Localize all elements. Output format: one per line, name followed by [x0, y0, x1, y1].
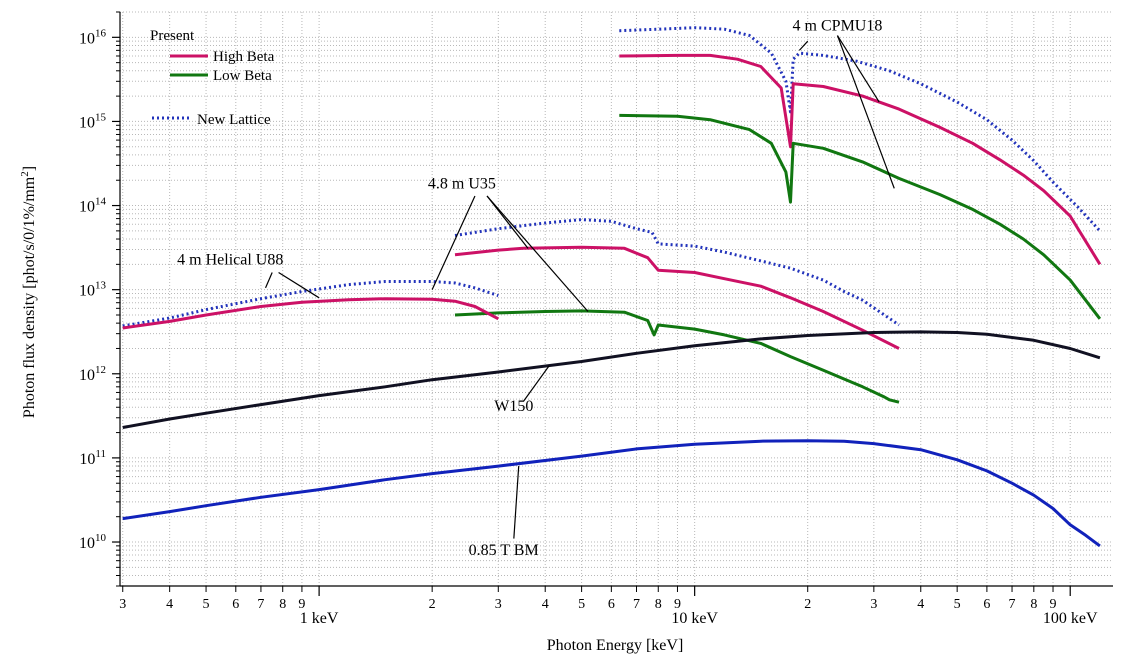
y-tick-label: 1013 [79, 280, 107, 300]
x-minor-tick-label: 7 [257, 597, 264, 612]
y-axis-title-sup: 2 [19, 171, 31, 177]
y-tick-label: 1011 [79, 448, 106, 468]
y-tick-label: 1016 [79, 27, 107, 47]
annotation-label: 4 m CPMU18 [793, 18, 883, 35]
annotation-leader [278, 271, 320, 299]
annotation-label: 0.85 T BM [469, 542, 539, 559]
legend-label-high-beta: High Beta [213, 49, 275, 65]
x-minor-tick-label: 9 [1050, 597, 1057, 612]
annotation-leader [798, 40, 809, 51]
series-line-7 [122, 297, 500, 330]
x-minor-tick-label: 6 [983, 597, 990, 612]
annotation-leader [486, 195, 589, 312]
series-line-3 [454, 218, 900, 327]
x-minor-tick-label: 8 [655, 597, 662, 612]
x-minor-tick-label: 8 [1030, 597, 1037, 612]
legend-title: Present [150, 28, 195, 44]
x-minor-tick-label: 9 [298, 597, 305, 612]
x-minor-tick-label: 6 [608, 597, 615, 612]
x-minor-tick-label: 4 [542, 597, 549, 612]
x-minor-tick-label: 9 [674, 597, 681, 612]
y-tick-label: 1010 [79, 532, 107, 552]
x-minor-tick-label: 3 [870, 597, 877, 612]
annotations: 4 m CPMU18 4.8 m U35 4 m Helical U88 W150 0.… [177, 18, 895, 559]
annotation-leader [836, 35, 895, 189]
series-line-0 [619, 26, 1102, 232]
annotation-label: 4 m Helical U88 [177, 251, 283, 268]
series-line-2 [619, 113, 1102, 320]
x-major-tick-label: 10 keV [671, 610, 718, 627]
x-minor-tick-label: 3 [119, 597, 126, 612]
annotation-label: W150 [494, 398, 533, 415]
legend: Present High Beta Low Beta New Lattice [150, 28, 275, 128]
annotation-leader [836, 35, 880, 103]
x-major-tick-label: 100 keV [1043, 610, 1098, 627]
x-minor-tick-label: 8 [279, 597, 286, 612]
x-minor-tick-label: 2 [804, 597, 811, 612]
y-tick-label: 1015 [79, 111, 107, 131]
legend-label-low-beta: Low Beta [213, 68, 272, 84]
x-minor-tick-label: 4 [166, 597, 173, 612]
series-line-1 [619, 53, 1102, 266]
x-minor-tick-label: 2 [429, 597, 436, 612]
annotation-leader [264, 272, 273, 289]
annotation-label: 4.8 m U35 [428, 175, 496, 192]
y-tick-label: 1014 [79, 196, 107, 216]
y-axis-title: Photon flux density [phot/s/0/1%/mm2] [19, 166, 38, 418]
x-minor-tick-label: 5 [203, 597, 210, 612]
y-axis-title-main: Photon flux density [phot/s/0/1%/mm [21, 176, 38, 418]
x-minor-tick-label: 3 [495, 597, 502, 612]
series-line-9 [122, 439, 1101, 548]
series-line-8 [122, 330, 1101, 429]
annotation-leader [513, 466, 520, 539]
y-tick-label: 1012 [79, 364, 106, 384]
x-minor-tick-label: 5 [954, 597, 961, 612]
x-minor-tick-label: 5 [578, 597, 585, 612]
series-layer [122, 26, 1102, 548]
series-line-5 [454, 309, 900, 404]
y-axis-title-close: ] [21, 166, 38, 171]
x-minor-tick-label: 7 [1009, 597, 1016, 612]
legend-label-new-lattice: New Lattice [197, 112, 271, 128]
x-minor-tick-label: 4 [917, 597, 924, 612]
x-major-tick-label: 1 keV [300, 610, 339, 627]
annotation-leader [522, 365, 550, 402]
grid [120, 11, 1113, 587]
x-minor-tick-label: 7 [633, 597, 640, 612]
x-minor-tick-label: 6 [232, 597, 239, 612]
annotation-leader [431, 195, 476, 290]
x-axis-title: Photon Energy [keV] [547, 637, 684, 654]
